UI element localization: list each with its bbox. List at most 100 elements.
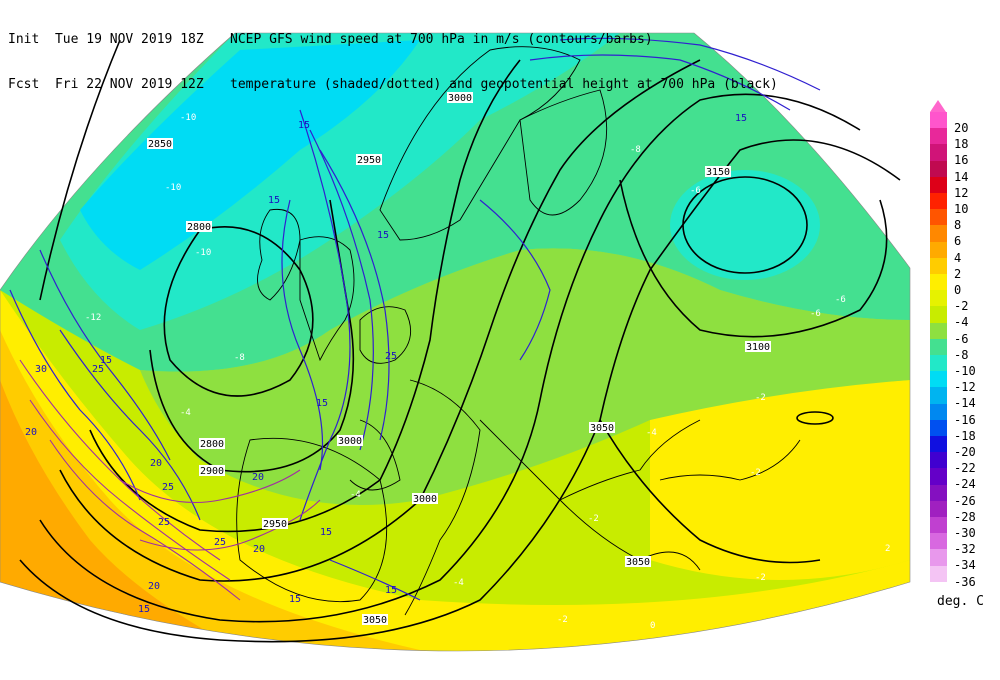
colorbar-label: -22 bbox=[954, 461, 976, 476]
wind-label: 20 bbox=[253, 544, 265, 555]
wind-label: 25 bbox=[385, 351, 397, 362]
colorbar-swatch bbox=[930, 387, 947, 405]
wind-label: 15 bbox=[289, 594, 301, 605]
temperature-label: 2 bbox=[885, 544, 890, 554]
header-line-2: temperature (shaded/dotted) and geopoten… bbox=[230, 77, 778, 92]
geopotential-labels: 2850 2950 3000 3150 2800 3100 2800 2900 2950 3000… bbox=[147, 92, 771, 626]
geopotential-label-bg bbox=[589, 422, 615, 433]
temperature-label: -2 bbox=[557, 615, 568, 625]
geopotential-label: 3050 bbox=[590, 423, 614, 434]
geopotential-label: 3050 bbox=[626, 557, 650, 568]
colorbar-label: -4 bbox=[954, 315, 969, 330]
temperature-label: -2 bbox=[588, 514, 599, 524]
colorbar-label: -26 bbox=[954, 493, 976, 508]
temperature-label: -10 bbox=[180, 113, 196, 123]
wind-label: 15 bbox=[377, 230, 389, 241]
geopotential-label-bg bbox=[362, 614, 388, 625]
colorbar-label: 12 bbox=[954, 185, 969, 200]
colorbar-label: -28 bbox=[954, 509, 976, 524]
colorbar-label: -6 bbox=[954, 331, 969, 346]
geopotential-label-bg bbox=[199, 438, 225, 449]
wind-label: 15 bbox=[268, 195, 280, 206]
init-label: Init bbox=[8, 32, 40, 47]
geopotential-label: 2900 bbox=[200, 466, 224, 477]
temperature-label: -4 bbox=[646, 428, 657, 438]
geopotential-label: 3000 bbox=[338, 436, 362, 447]
temperature-label: -12 bbox=[85, 313, 101, 323]
colorbar-swatch bbox=[930, 517, 947, 534]
colorbar-label: 4 bbox=[954, 250, 962, 265]
colorbar-label: -36 bbox=[954, 574, 976, 589]
wind-label: 20 bbox=[25, 427, 37, 438]
colorbar-arrow-icon bbox=[930, 100, 946, 112]
wind-label: 15 bbox=[320, 527, 332, 538]
colorbar-label: 10 bbox=[954, 202, 969, 216]
colorbar-swatch bbox=[930, 565, 947, 583]
geopotential-contours bbox=[19, 39, 901, 643]
geopotential-label-bg bbox=[412, 493, 438, 504]
colorbar-swatch bbox=[930, 403, 947, 421]
temperature-label: 0 bbox=[650, 621, 655, 631]
colorbar-swatch bbox=[930, 549, 947, 567]
wind-label: 15 bbox=[298, 120, 310, 131]
colorbar-swatch bbox=[930, 241, 947, 259]
geopotential-label-bg bbox=[705, 166, 731, 177]
colorbar-swatch bbox=[930, 144, 947, 162]
wind-label: 15 bbox=[138, 604, 150, 615]
wind-contours bbox=[9, 37, 821, 601]
wind-label: 25 bbox=[162, 482, 174, 493]
geopotential-label: 3150 bbox=[706, 167, 730, 178]
geopotential-label: 3000 bbox=[413, 494, 437, 505]
coastlines bbox=[236, 46, 801, 616]
geopotential-label-bg bbox=[147, 138, 173, 149]
colorbar-swatch bbox=[930, 355, 947, 372]
colorbar-swatch bbox=[930, 290, 947, 307]
colorbar-swatch bbox=[930, 274, 947, 291]
colorbar-swatch bbox=[930, 176, 947, 194]
temperature-label: -6 bbox=[810, 309, 821, 319]
colorbar-swatch bbox=[930, 225, 947, 243]
geopotential-label: 2950 bbox=[263, 519, 287, 530]
colorbar-swatch bbox=[930, 338, 947, 356]
colorbar-swatch bbox=[930, 209, 947, 226]
temperature-labels: -10 -10 -10 -12 -8 -6 -8 -4 -4 -4 -6 -2 -2 -4 -2 -2 -6 0 2… bbox=[85, 113, 890, 631]
colorbar-label: 18 bbox=[954, 137, 969, 152]
colorbar-swatch bbox=[930, 452, 947, 469]
geopotential-label-bg bbox=[745, 341, 771, 352]
wind-label: 15 bbox=[316, 398, 328, 409]
colorbar-swatch bbox=[930, 468, 947, 486]
geopotential-label-bg bbox=[447, 92, 473, 103]
wind-label: 15 bbox=[100, 355, 112, 366]
wind-label: 30 bbox=[35, 364, 47, 375]
colorbar-label: 14 bbox=[954, 169, 969, 184]
colorbar-label: -18 bbox=[954, 428, 976, 443]
wind-label: 20 bbox=[252, 472, 264, 483]
colorbar-label: 20 bbox=[954, 121, 969, 135]
temperature-label: -10 bbox=[195, 248, 211, 258]
colorbar-label: 8 bbox=[954, 218, 962, 233]
temperature-label: -2 bbox=[750, 468, 761, 478]
colorbar-swatch bbox=[930, 306, 947, 324]
wind-labels: 1515151525202520151515203025252520201515… bbox=[25, 113, 747, 615]
colorbar-label: -24 bbox=[954, 477, 976, 492]
geopotential-label-bg bbox=[262, 518, 288, 529]
temperature-label: -6 bbox=[835, 295, 846, 305]
colorbar-swatch bbox=[930, 419, 947, 437]
wind-label: 25 bbox=[92, 364, 104, 375]
geopotential-label: 2800 bbox=[187, 222, 211, 233]
strong-wind-contours bbox=[19, 359, 321, 601]
temperature-label: -8 bbox=[630, 145, 641, 155]
temperature-label: -10 bbox=[165, 183, 181, 193]
colorbar-label: -34 bbox=[954, 558, 976, 573]
header-line-1: NCEP GFS wind speed at 700 hPa in m/s (c… bbox=[230, 32, 653, 47]
temperature-label: -4 bbox=[453, 578, 464, 588]
colorbar-swatch bbox=[930, 322, 947, 340]
colorbar-swatch bbox=[930, 193, 947, 210]
geopotential-label-bg bbox=[625, 556, 651, 567]
wind-label: 20 bbox=[150, 458, 162, 469]
colorbar-label: 0 bbox=[954, 283, 962, 297]
colorbar-label: -12 bbox=[954, 380, 976, 395]
wind-label: 20 bbox=[148, 581, 160, 592]
geopotential-label: 2950 bbox=[357, 155, 381, 166]
temperature-label: -8 bbox=[234, 353, 245, 363]
